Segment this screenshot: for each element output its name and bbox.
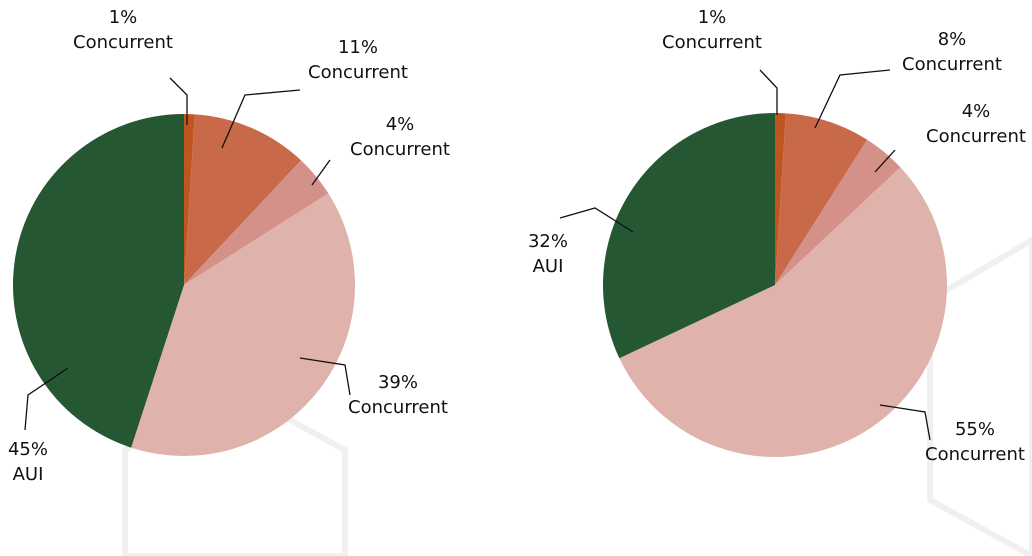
slice-category-label: Concurrent xyxy=(926,126,1026,147)
pie-slice xyxy=(131,193,355,457)
slice-category-label: Concurrent xyxy=(925,444,1025,465)
leader-line xyxy=(874,149,896,173)
slice-value-label: 1% xyxy=(698,7,727,28)
leader-line xyxy=(221,89,301,149)
slice-value-label: 39% xyxy=(378,372,418,393)
leader-line xyxy=(24,367,69,431)
pie-slice xyxy=(775,113,868,285)
slice-value-label: 55% xyxy=(955,419,995,440)
leader-line xyxy=(759,69,778,115)
pie-slice xyxy=(184,114,302,285)
pie-slice xyxy=(775,139,901,285)
slice-value-label: 4% xyxy=(386,114,415,135)
slice-value-label: 32% xyxy=(528,231,568,252)
slice-category-label: Concurrent xyxy=(902,54,1002,75)
leader-line xyxy=(559,207,634,233)
slice-category-label: AUI xyxy=(533,256,564,277)
slice-value-label: 11% xyxy=(338,37,378,58)
slice-category-label: Concurrent xyxy=(662,32,762,53)
leader-line xyxy=(169,77,188,125)
slice-category-label: Concurrent xyxy=(308,62,408,83)
pie-slice xyxy=(184,114,195,285)
pie-slice xyxy=(184,160,329,285)
leader-line xyxy=(299,357,351,396)
slice-category-label: Concurrent xyxy=(73,32,173,53)
slice-category-label: Concurrent xyxy=(348,397,448,418)
slice-value-label: 45% xyxy=(8,439,48,460)
leader-line xyxy=(311,159,331,186)
leader-line xyxy=(814,69,891,129)
pie-slice xyxy=(13,114,185,448)
slice-value-label: 8% xyxy=(938,29,967,50)
slice-value-label: 4% xyxy=(962,101,991,122)
slice-category-label: Concurrent xyxy=(350,139,450,160)
slice-value-label: 1% xyxy=(109,7,138,28)
pie-slice xyxy=(619,167,947,457)
pie-slice xyxy=(775,113,786,285)
slice-category-label: AUI xyxy=(13,464,44,485)
pie-slice xyxy=(603,113,775,359)
leader-line xyxy=(879,404,931,441)
